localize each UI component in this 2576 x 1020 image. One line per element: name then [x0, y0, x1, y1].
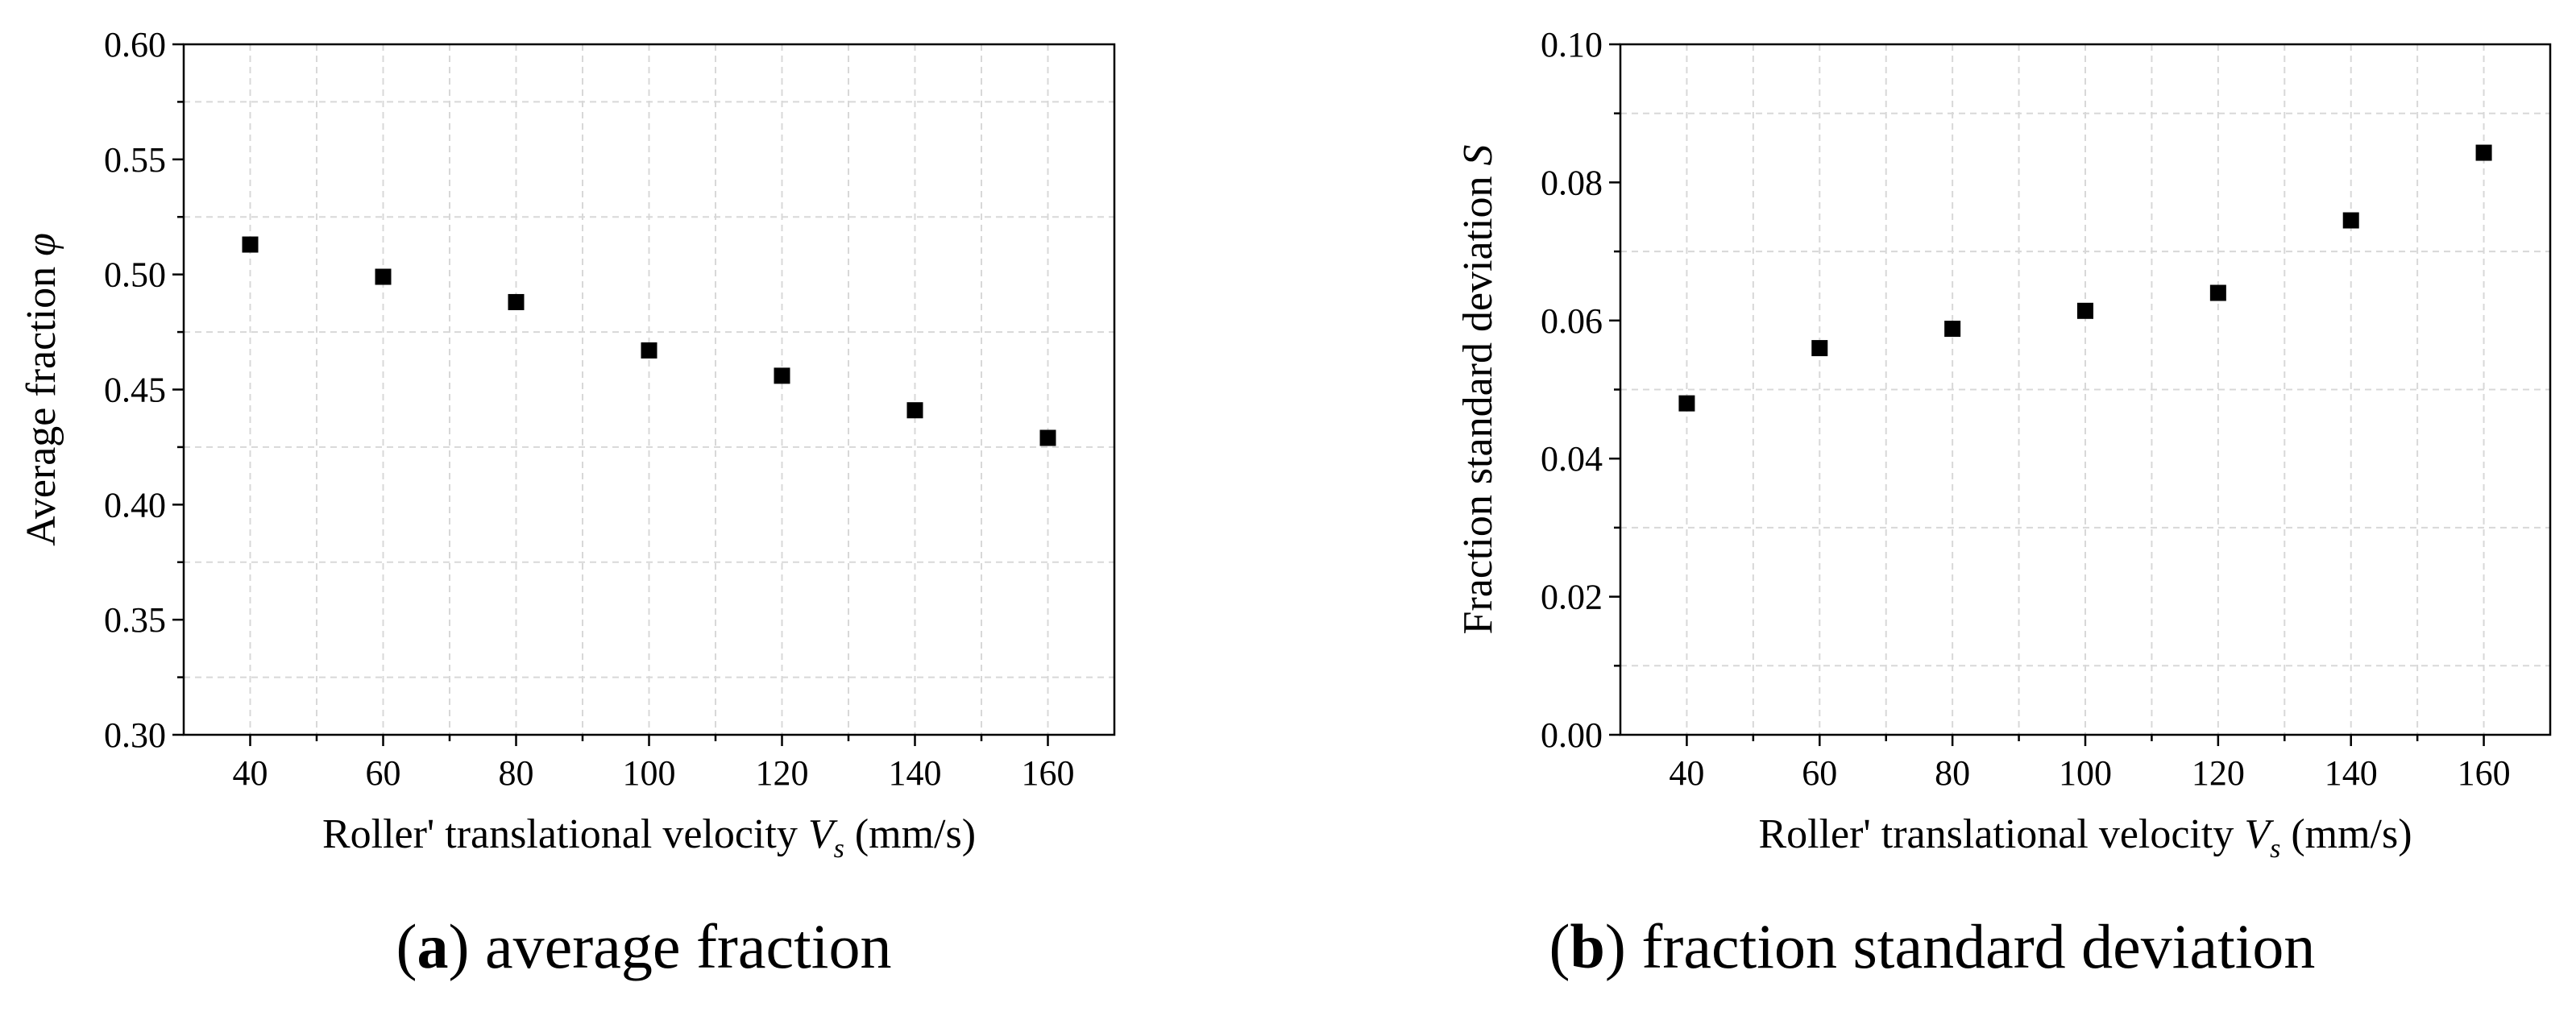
caption-b-text: fraction standard deviation	[1641, 911, 2316, 981]
chart-panel-b: 40 60 80 100 120 140 160 0.00 0.02 0.04 0.06 0.08 0.…	[1288, 0, 2576, 1020]
data-point	[1811, 340, 1828, 357]
x-tick-label: 80	[1935, 753, 1970, 793]
y-tick-label: 0.30	[104, 715, 166, 755]
caption-a-letter: a	[417, 911, 449, 981]
data-point	[2342, 212, 2359, 229]
data-point	[774, 367, 790, 384]
y-tick-label: 0.06	[1541, 301, 1603, 341]
caption-b-letter: b	[1570, 911, 1605, 981]
x-tick-label: 80	[499, 753, 534, 793]
x-tick-label: 40	[1669, 753, 1704, 793]
y-tick-label: 0.40	[104, 485, 166, 525]
caption-a-text: average fraction	[484, 911, 892, 981]
y-axis-label: Fraction standard deviation S	[1455, 145, 1501, 635]
data-point	[242, 236, 259, 253]
x-tick-label: 120	[2192, 753, 2245, 793]
data-point	[375, 268, 392, 285]
y-tick-label: 0.08	[1541, 163, 1603, 202]
caption-a: (a) average fraction	[396, 911, 892, 981]
y-tick-label: 0.35	[104, 600, 166, 640]
x-axis-label: Roller' translational velocity Vs (mm/s)	[322, 811, 976, 864]
x-tick-label: 160	[1022, 753, 1075, 793]
data-point	[641, 342, 657, 359]
x-tick-label: 60	[1802, 753, 1837, 793]
x-tick-label: 100	[623, 753, 676, 793]
y-tick-label: 0.02	[1541, 578, 1603, 617]
data-point	[2077, 302, 2093, 319]
caption-b: (b) fraction standard deviation	[1549, 911, 2316, 981]
y-tick-label: 0.60	[104, 25, 166, 64]
data-point	[1039, 429, 1056, 446]
y-tick-label: 0.50	[104, 255, 166, 295]
x-tick-label: 160	[2458, 753, 2511, 793]
y-tick-label: 0.10	[1541, 25, 1603, 64]
x-tick-label: 40	[233, 753, 268, 793]
data-point	[1944, 321, 1961, 338]
x-axis-label: Roller' translational velocity Vs (mm/s)	[1758, 811, 2412, 864]
data-point	[906, 402, 923, 419]
data-point	[2475, 144, 2492, 161]
y-tick-label: 0.55	[104, 140, 166, 180]
y-tick-label: 0.04	[1541, 439, 1603, 479]
data-point	[508, 293, 525, 310]
x-tick-label: 140	[889, 753, 942, 793]
chart-a-svg: 40 60 80 100 120 140 160 0.30 0.35 0.40 0.45 0.50 0.…	[19, 25, 1116, 864]
y-tick-label: 0.00	[1541, 715, 1603, 755]
data-point	[1678, 395, 1695, 412]
x-tick-label: 60	[366, 753, 401, 793]
x-tick-label: 140	[2325, 753, 2378, 793]
chart-panel-a: 40 60 80 100 120 140 160 0.30 0.35 0.40 0.45 0.50 0.…	[19, 25, 1116, 981]
data-point	[2209, 284, 2226, 301]
chart-b-svg: 40 60 80 100 120 140 160 0.00 0.02 0.04 0.06 0.08 0.…	[1455, 25, 2552, 864]
x-tick-label: 100	[2059, 753, 2112, 793]
y-tick-label: 0.45	[104, 371, 166, 410]
x-tick-label: 120	[756, 753, 809, 793]
y-axis-label: Average fraction φ	[19, 233, 64, 546]
